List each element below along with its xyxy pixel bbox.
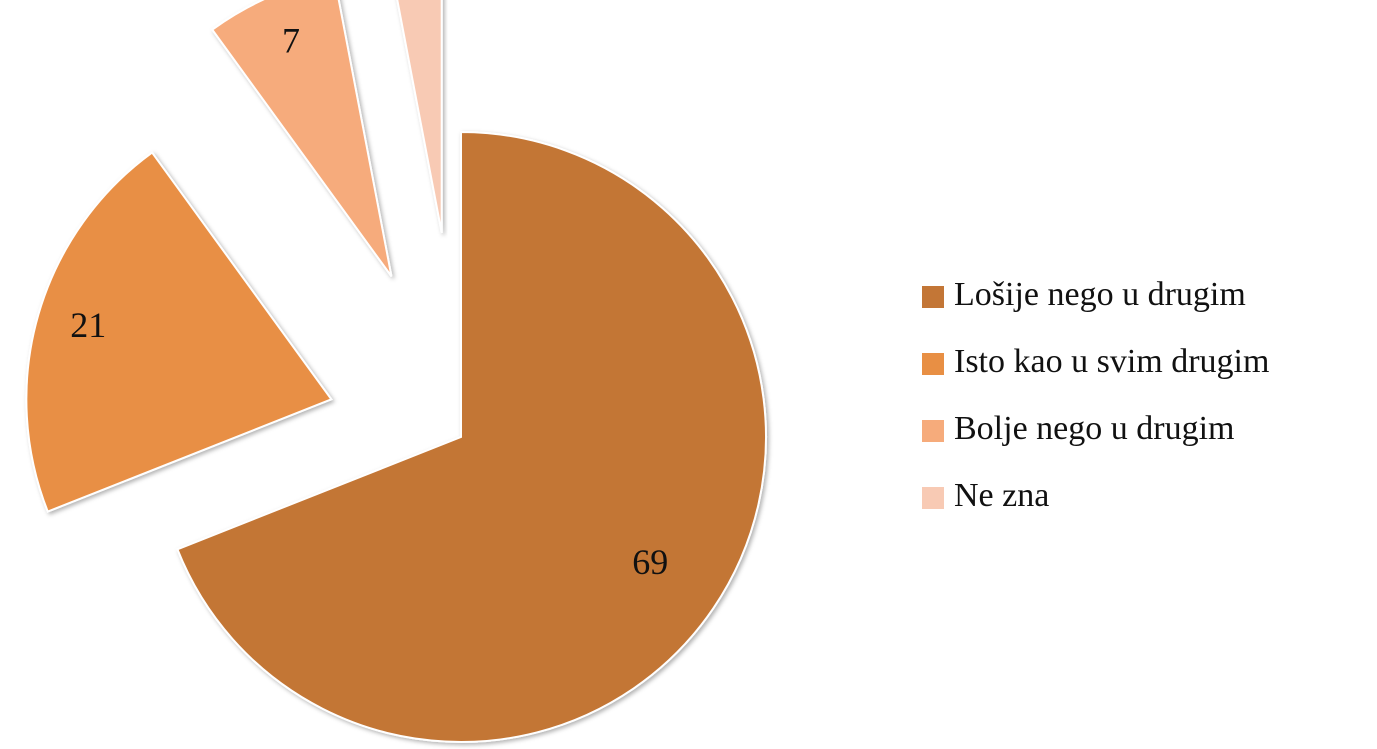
legend-swatch (922, 286, 944, 308)
data-label: 7 (282, 20, 300, 60)
legend-swatch (922, 353, 944, 375)
legend-label: Bolje nego u drugim (954, 410, 1234, 447)
legend-label: Ne zna (954, 477, 1049, 514)
pie-slice (176, 130, 767, 743)
pie-slice (396, 0, 443, 234)
legend-swatch (922, 420, 944, 442)
data-label: 69 (632, 542, 668, 582)
pie-slice (210, 0, 393, 277)
legend-label: Lošije nego u drugim (954, 276, 1246, 313)
data-label: 21 (70, 305, 106, 345)
legend-label: Isto kao u svim drugim (954, 343, 1269, 380)
pie-slice (25, 151, 333, 513)
legend-swatch (922, 487, 944, 509)
